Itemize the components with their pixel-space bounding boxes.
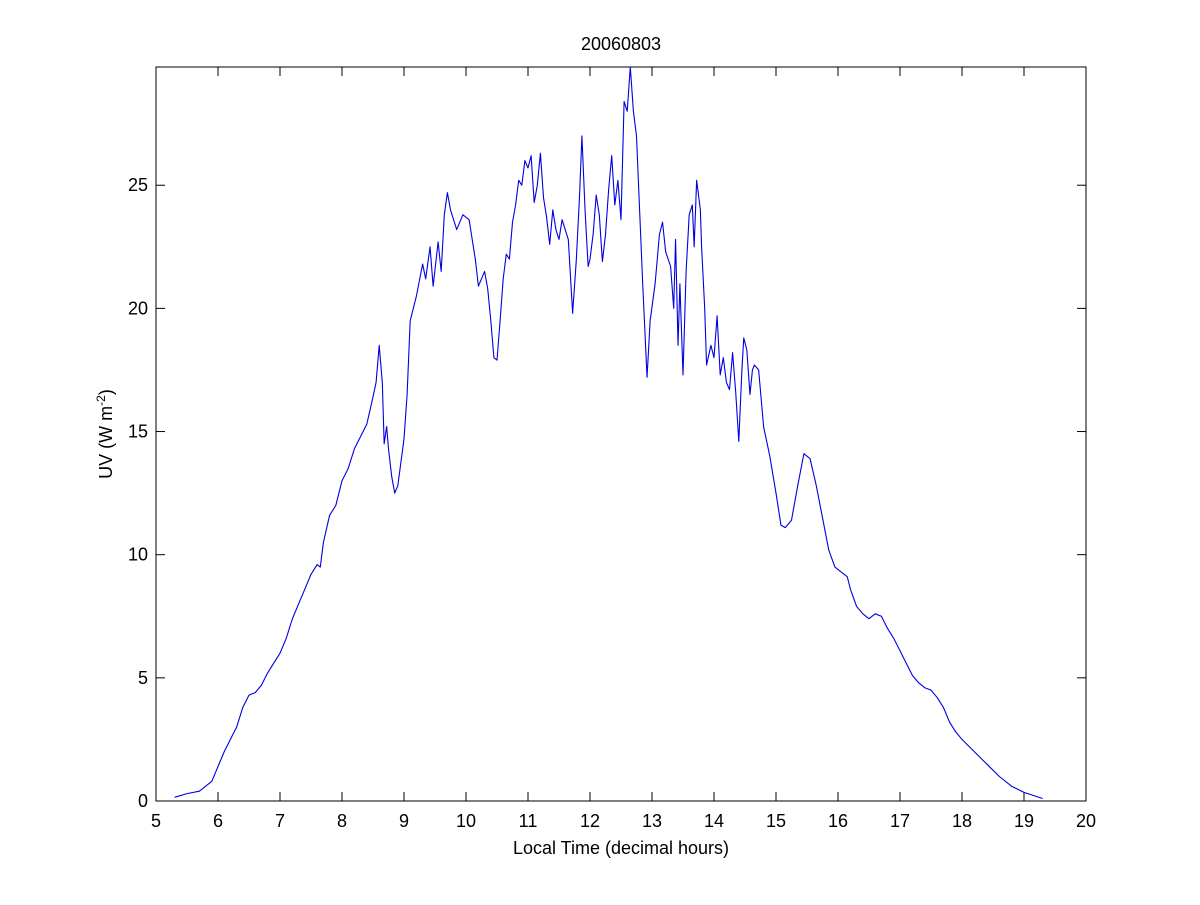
y-label-close: )	[96, 389, 116, 395]
y-label-text: UV (W m	[96, 406, 116, 479]
y-label-superscript: -2	[94, 395, 108, 406]
x-tick-label: 19	[1014, 811, 1034, 831]
y-tick-label: 5	[138, 668, 148, 688]
x-tick-label: 11	[519, 811, 538, 831]
plot-frame	[155, 66, 1087, 802]
x-tick-label: 20	[1076, 811, 1096, 831]
x-tick-label: 17	[890, 811, 910, 831]
x-tick-label: 14	[704, 811, 724, 831]
y-tick-label: 15	[128, 422, 148, 442]
x-tick-label: 8	[337, 811, 347, 831]
x-tick-label: 6	[213, 811, 223, 831]
y-tick-label: 0	[138, 791, 148, 811]
x-tick-label: 7	[275, 811, 285, 831]
y-tick-label: 20	[128, 298, 148, 318]
x-tick-label: 13	[642, 811, 662, 831]
chart-title: 20060803	[581, 34, 661, 54]
x-axis-label: Local Time (decimal hours)	[513, 838, 729, 858]
y-tick-label: 10	[128, 545, 148, 565]
y-tick-label: 25	[128, 175, 148, 195]
x-tick-label: 16	[828, 811, 848, 831]
x-tick-label: 5	[151, 811, 161, 831]
x-tick-label: 9	[399, 811, 409, 831]
data-line	[174, 66, 1043, 800]
x-tick-label: 15	[766, 811, 786, 831]
x-tick-label: 10	[456, 811, 476, 831]
x-tick-label: 12	[580, 811, 600, 831]
x-tick-label: 18	[952, 811, 972, 831]
y-axis-label: UV (W m-2)	[94, 389, 116, 479]
